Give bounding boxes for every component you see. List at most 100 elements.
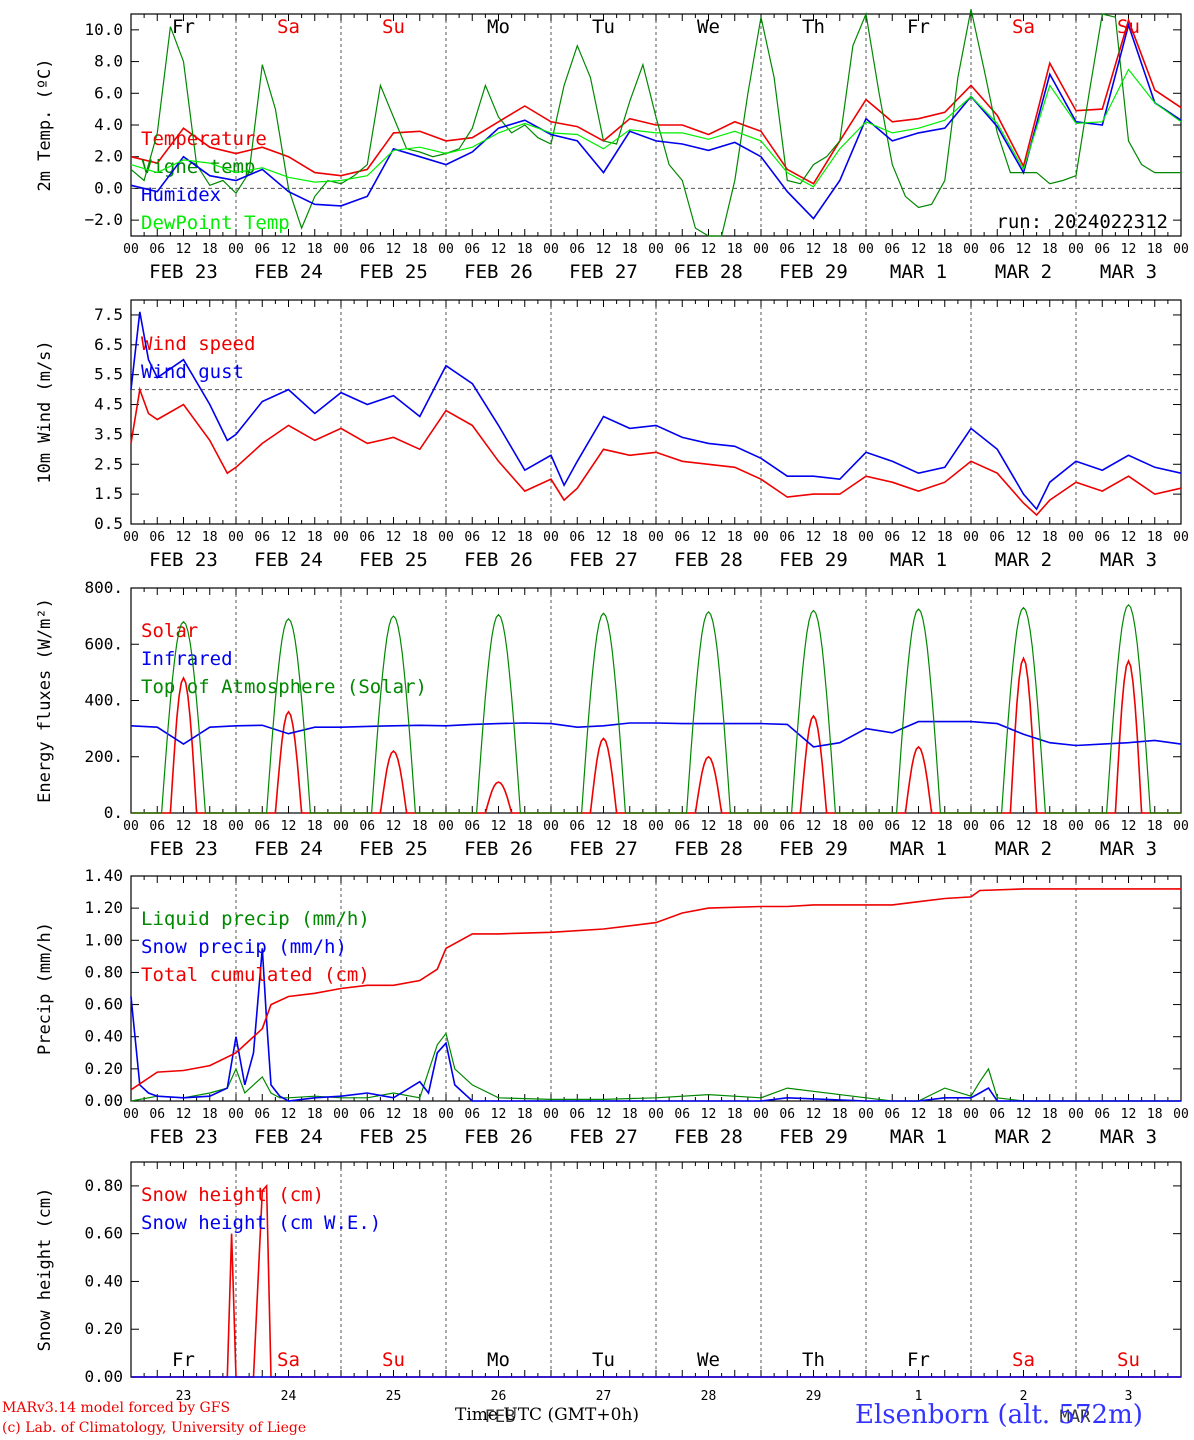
day-number: 28 xyxy=(701,1389,717,1404)
hour-label: 12 xyxy=(176,1107,192,1122)
date-label: FEB 28 xyxy=(674,838,743,860)
hour-label: 12 xyxy=(701,1107,717,1122)
hour-label: 18 xyxy=(202,819,218,834)
hour-label: 06 xyxy=(674,1107,690,1122)
day-name: Fr xyxy=(907,16,930,38)
hour-label: 18 xyxy=(937,819,953,834)
y-tick-label: 0.40 xyxy=(84,1027,123,1046)
day-number: 29 xyxy=(806,1389,822,1404)
day-name: Fr xyxy=(172,1349,195,1371)
y-axis-label: Energy fluxes (W/m²) xyxy=(35,598,55,803)
hour-label: 00 xyxy=(648,242,664,257)
hour-label: 12 xyxy=(281,242,297,257)
date-label: FEB 26 xyxy=(464,261,533,283)
plot-frame xyxy=(130,299,1182,525)
hour-label: 12 xyxy=(596,242,612,257)
hour-label: 06 xyxy=(359,242,375,257)
y-tick-label: 1.5 xyxy=(94,484,123,503)
hour-label: 00 xyxy=(648,819,664,834)
day-name: Sa xyxy=(1012,16,1035,38)
hour-label: 12 xyxy=(911,1107,927,1122)
hour-label: 06 xyxy=(674,530,690,545)
credit-line: (c) Lab. of Climatology, University of L… xyxy=(2,1420,307,1436)
y-tick-label: 200. xyxy=(84,747,123,766)
hour-label: 12 xyxy=(176,530,192,545)
hour-label: 00 xyxy=(1068,530,1084,545)
y-tick-label: 5.5 xyxy=(94,365,123,384)
hour-label: 18 xyxy=(727,819,743,834)
date-label: FEB 29 xyxy=(779,261,848,283)
date-label: FEB 28 xyxy=(674,261,743,283)
hour-label: 12 xyxy=(281,819,297,834)
hour-label: 00 xyxy=(543,530,559,545)
legend-entry: Snow height (cm W.E.) xyxy=(141,1212,381,1234)
date-label: FEB 24 xyxy=(254,261,323,283)
hour-label: 06 xyxy=(779,242,795,257)
date-label: MAR 2 xyxy=(995,1126,1052,1148)
day-number: 1 xyxy=(915,1389,923,1404)
date-label: FEB 24 xyxy=(254,838,323,860)
y-tick-label: 6.0 xyxy=(94,83,123,102)
hour-label: 06 xyxy=(149,819,165,834)
day-name: Su xyxy=(1117,16,1140,38)
y-tick-label: 600. xyxy=(84,634,123,653)
date-label: FEB 26 xyxy=(464,1126,533,1148)
hour-label: 12 xyxy=(386,819,402,834)
hour-label: 18 xyxy=(307,242,323,257)
hour-label: 18 xyxy=(832,1107,848,1122)
series-line-dewpoint-temp xyxy=(130,68,1182,188)
hour-label: 06 xyxy=(149,1107,165,1122)
series-line-snow-precip-mm-h- xyxy=(130,948,1181,1102)
day-name: Su xyxy=(382,16,405,38)
series-line-liquid-precip-mm-h- xyxy=(130,1032,1181,1102)
date-label: FEB 24 xyxy=(254,549,323,571)
date-label: MAR 3 xyxy=(1100,549,1157,571)
hour-label: 00 xyxy=(438,242,454,257)
hour-label: 12 xyxy=(806,819,822,834)
hour-label: 12 xyxy=(281,530,297,545)
hour-label: 06 xyxy=(569,530,585,545)
date-label: FEB 29 xyxy=(779,1126,848,1148)
day-name: Tu xyxy=(592,1349,615,1371)
day-name: Th xyxy=(802,16,825,38)
y-axis-label: Precip (mm/h) xyxy=(35,922,55,1055)
date-label: MAR 1 xyxy=(890,261,947,283)
hour-label: 12 xyxy=(806,530,822,545)
hour-label: 06 xyxy=(1094,1107,1110,1122)
hour-label: 00 xyxy=(438,1107,454,1122)
hour-label: 12 xyxy=(491,242,507,257)
date-label: MAR 1 xyxy=(890,838,947,860)
hour-label: 06 xyxy=(464,530,480,545)
hour-label: 12 xyxy=(701,819,717,834)
hour-label: 18 xyxy=(1042,242,1058,257)
y-tick-label: 8.0 xyxy=(94,52,123,71)
hour-label: 18 xyxy=(1147,819,1163,834)
hour-label: 06 xyxy=(359,1107,375,1122)
y-tick-label: 1.40 xyxy=(84,866,123,885)
hour-label: 12 xyxy=(491,819,507,834)
date-label: MAR 1 xyxy=(890,1126,947,1148)
hour-label: 00 xyxy=(753,530,769,545)
date-label: FEB 24 xyxy=(254,1126,323,1148)
hour-label: 00 xyxy=(228,242,244,257)
hour-label: 12 xyxy=(386,1107,402,1122)
station-label: Elsenborn (alt. 572m) xyxy=(855,1400,1143,1430)
legend-entry: Total cumulated (cm) xyxy=(141,964,370,986)
hour-label: 06 xyxy=(464,242,480,257)
hour-label: 12 xyxy=(1121,1107,1137,1122)
date-label: FEB 25 xyxy=(359,1126,428,1148)
date-label: FEB 28 xyxy=(674,1126,743,1148)
date-label: FEB 25 xyxy=(359,261,428,283)
legend-entry: Snow precip (mm/h) xyxy=(141,936,347,958)
hour-label: 06 xyxy=(569,242,585,257)
day-name: Sa xyxy=(277,16,300,38)
hour-label: 18 xyxy=(412,819,428,834)
hour-label: 12 xyxy=(1016,242,1032,257)
hour-label: 18 xyxy=(307,819,323,834)
y-tick-label: 4.5 xyxy=(94,395,123,414)
hour-label: 00 xyxy=(123,1107,139,1122)
hour-label: 12 xyxy=(1121,819,1137,834)
hour-label: 00 xyxy=(438,530,454,545)
hour-label: 12 xyxy=(911,530,927,545)
hour-label: 18 xyxy=(307,1107,323,1122)
